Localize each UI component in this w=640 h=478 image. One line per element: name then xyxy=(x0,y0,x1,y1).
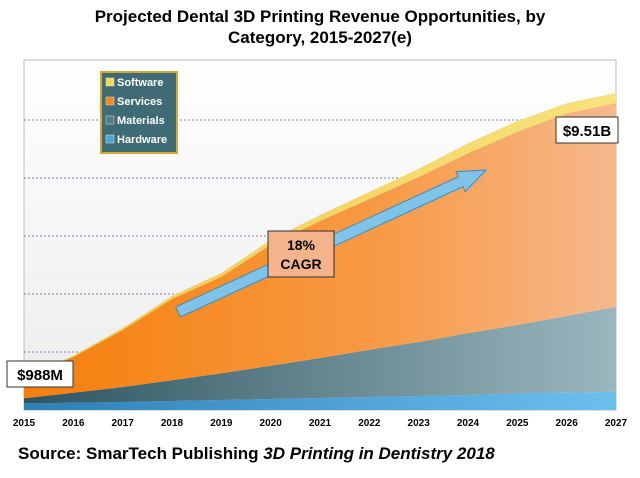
legend-swatch-hardware xyxy=(105,134,115,144)
chart-title-line2: Category, 2015-2027(e) xyxy=(228,28,412,47)
cagr-value: 18% xyxy=(287,237,316,253)
area-hardware xyxy=(24,391,616,410)
chart-title-line1: Projected Dental 3D Printing Revenue Opp… xyxy=(94,7,546,26)
start-value-box xyxy=(6,360,74,388)
x-tick-label: 2025 xyxy=(506,418,529,429)
cagr-label: CAGR xyxy=(280,256,321,272)
end-value-box xyxy=(555,116,619,144)
x-tick-label: 2027 xyxy=(605,418,628,429)
x-tick-label: 2024 xyxy=(457,418,480,429)
legend-swatch-materials xyxy=(105,115,115,125)
area-materials xyxy=(24,306,616,404)
source-publication: 3D Printing in Dentistry 2018 xyxy=(263,444,495,463)
x-tick-label: 2019 xyxy=(210,418,233,429)
x-tick-label: 2026 xyxy=(556,418,579,429)
legend-label-services: Services xyxy=(117,96,162,108)
source-note: Source: SmarTech Publishing 3D Printing … xyxy=(18,444,495,464)
x-tick-label: 2018 xyxy=(161,418,184,429)
end-value-label: $9.51B xyxy=(563,123,612,140)
legend-swatch-software xyxy=(105,77,115,87)
x-tick-label: 2022 xyxy=(358,418,381,429)
legend-label-materials: Materials xyxy=(117,115,165,127)
x-tick-label: 2016 xyxy=(62,418,85,429)
source-prefix: Source: SmarTech Publishing xyxy=(18,444,264,463)
chart-area: 2015 2016 2017 2018 2019 2020 2021 2022 2023 2024… xyxy=(6,59,628,429)
x-tick-label: 2020 xyxy=(260,418,283,429)
cagr-callout-box xyxy=(267,230,335,278)
chart-title: Projected Dental 3D Printing Revenue Opp… xyxy=(0,6,640,48)
x-tick-label: 2021 xyxy=(309,418,332,429)
legend-label-software: Software xyxy=(117,77,163,89)
x-tick-label: 2015 xyxy=(13,418,36,429)
legend-swatch-services xyxy=(105,96,115,106)
legend-label-hardware: Hardware xyxy=(117,134,167,146)
x-tick-label: 2023 xyxy=(408,418,431,429)
start-value-label: $988M xyxy=(17,367,63,384)
x-tick-label: 2017 xyxy=(112,418,135,429)
